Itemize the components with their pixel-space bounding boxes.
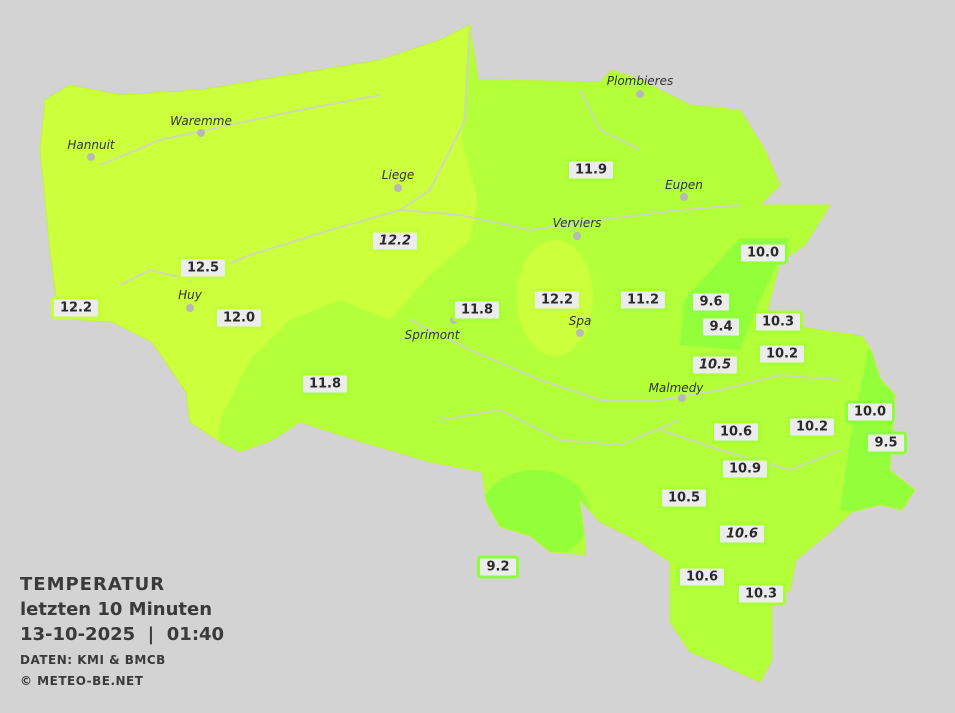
city-marker [186,304,194,312]
station-temperature-label[interactable]: 11.8 [299,372,351,396]
station-temperature-label[interactable]: 12.2 [531,288,583,312]
station-temperature-label[interactable]: 10.9 [719,457,771,481]
city-label: Liege [381,168,415,182]
station-temperature-label[interactable]: 12.5 [177,256,229,280]
station-temperature-label[interactable]: 10.0 [737,241,789,265]
station-temperature-label[interactable]: 12.2 [50,296,102,320]
legend-datetime: 13-10-2025 | 01:40 [20,624,225,645]
station-temperature-label[interactable]: 10.3 [735,582,787,606]
legend-title: TEMPERATUR [20,574,166,595]
map-legend: TEMPERATUR letzten 10 Minuten 13-10-2025… [20,572,224,691]
station-temperature-label[interactable]: 9.2 [477,555,519,579]
legend-source: DATEN: KMI & BMCB [20,653,166,667]
city-label: Waremme [170,114,232,128]
legend-copyright: © METEO-BE.NET [20,674,144,688]
station-temperature-label[interactable]: 10.6 [676,565,728,589]
city-label: Verviers [552,216,602,230]
station-temperature-label[interactable]: 10.3 [752,310,804,334]
station-temperature-label[interactable]: 10.5 [658,486,710,510]
station-temperature-label[interactable]: 10.2 [786,415,838,439]
station-temperature-label[interactable]: 10.6 [710,420,762,444]
city-label: Hannuit [67,138,115,152]
station-temperature-label[interactable]: 9.5 [865,431,907,455]
station-temperature-label[interactable]: 9.4 [700,315,742,339]
station-temperature-label[interactable]: 11.2 [617,288,669,312]
city-label: Spa [568,314,592,328]
station-temperature-label[interactable]: 12.2 [369,229,421,253]
city-label: Sprimont [404,328,460,342]
city-marker [573,232,581,240]
station-temperature-label[interactable]: 11.9 [565,158,617,182]
zone-below-10-south [480,470,590,560]
legend-subtitle: letzten 10 Minuten [20,599,213,620]
city-label: Eupen [665,178,703,192]
station-temperature-label[interactable]: 12.0 [213,306,265,330]
city-marker [87,153,95,161]
city-label: Malmedy [648,381,704,395]
station-temperature-label[interactable]: 9.6 [690,290,732,314]
city-marker [678,394,686,402]
city-marker [636,90,644,98]
station-temperature-label[interactable]: 10.2 [756,342,808,366]
city-marker [576,329,584,337]
city-label: Plombieres [606,74,674,88]
station-temperature-label[interactable]: 10.6 [716,522,768,546]
station-temperature-label[interactable]: 11.8 [451,298,503,322]
station-temperature-label[interactable]: 10.5 [689,353,741,377]
rivers [99,29,841,472]
city-marker [197,129,205,137]
city-label: Huy [178,288,202,302]
city-marker [680,193,688,201]
city-marker [394,184,402,192]
station-temperature-label[interactable]: 10.0 [844,400,896,424]
